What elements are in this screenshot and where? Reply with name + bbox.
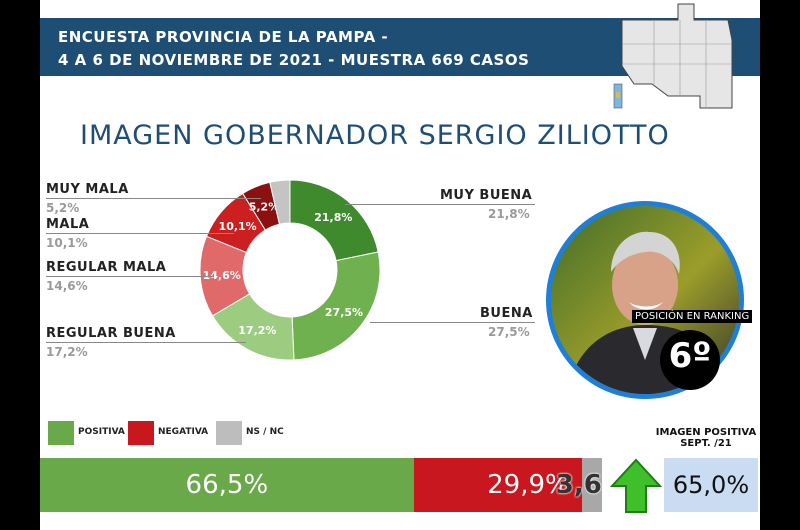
leader-line-regular-buena (46, 342, 246, 343)
legend-label-ns-nc: NS / NC (246, 427, 284, 437)
label-mala: MALA (46, 217, 90, 232)
image-donut-chart: 21,8% 27,5% 17,2% 14,6% 10,1% 5,2% (199, 179, 381, 361)
donut-data-label: 17,2% (238, 324, 276, 337)
value-regular-mala: 14,6% (46, 279, 88, 293)
donut-data-label: 14,6% (203, 269, 241, 282)
leader-line-mala (46, 233, 234, 234)
imagen-positiva-box: 65,0% (664, 458, 758, 512)
bar-ns-nc: 3,6 (556, 458, 602, 512)
donut-data-label: 5,2% (249, 201, 280, 214)
ranking-label: POSICIÓN EN RANKING (632, 310, 753, 323)
legend-swatch-negativa (128, 421, 154, 445)
imagen-positiva-label: IMAGEN POSITIVA SEPT. /21 (648, 427, 760, 449)
label-regular-buena: REGULAR BUENA (46, 326, 176, 341)
imagen-positiva-title: IMAGEN POSITIVA (655, 427, 757, 438)
donut-data-label: 10,1% (219, 220, 257, 233)
leader-line-buena (370, 322, 535, 323)
imagen-positiva-value: 65,0% (672, 471, 750, 499)
value-muy-buena: 21,8% (488, 207, 530, 221)
bar-label-negativa: 29,9% (487, 470, 570, 500)
legend-label-negativa: NEGATIVA (158, 427, 209, 437)
bar-negativa: 29,9% (413, 458, 582, 512)
leader-line-muy-mala (46, 198, 261, 199)
value-buena: 27,5% (488, 325, 530, 339)
imagen-positiva-date: SEPT. /21 (680, 438, 732, 449)
header-line-1: ENCUESTA PROVINCIA DE LA PAMPA - (58, 28, 389, 46)
bar-positiva: 66,5% (40, 458, 414, 512)
bar-label-ns-nc: 3,6 (555, 470, 602, 500)
header-line-2: 4 A 6 DE NOVIEMBRE DE 2021 - MUESTRA 669… (58, 51, 530, 69)
legend-swatch-positiva (48, 421, 74, 445)
leader-line-regular-mala (46, 276, 214, 277)
legend-swatch-ns-nc (216, 421, 242, 445)
slide: ENCUESTA PROVINCIA DE LA PAMPA - 4 A 6 D… (40, 0, 760, 530)
label-regular-mala: REGULAR MALA (46, 260, 167, 275)
ranking-badge (660, 330, 720, 390)
label-muy-buena: MUY BUENA (440, 188, 533, 203)
legend-label-positiva: POSITIVA (78, 427, 125, 437)
value-regular-buena: 17,2% (46, 345, 88, 359)
la-pampa-map-icon (613, 3, 733, 109)
donut-slice-buena (291, 251, 381, 361)
donut-data-label: 21,8% (314, 211, 352, 224)
leader-line-muy-buena (345, 204, 535, 205)
value-muy-mala: 5,2% (46, 201, 80, 215)
ranking-value: 6º (668, 336, 712, 376)
arrow-up-icon (610, 458, 662, 513)
chart-title: IMAGEN GOBERNADOR SERGIO ZILIOTTO (80, 120, 670, 151)
bar-label-positiva: 66,5% (185, 470, 269, 500)
label-muy-mala: MUY MALA (46, 182, 129, 197)
donut-data-label: 27,5% (325, 306, 363, 319)
value-mala: 10,1% (46, 236, 88, 250)
donut-slice-ns-nc (269, 179, 291, 225)
label-buena: BUENA (480, 306, 533, 321)
